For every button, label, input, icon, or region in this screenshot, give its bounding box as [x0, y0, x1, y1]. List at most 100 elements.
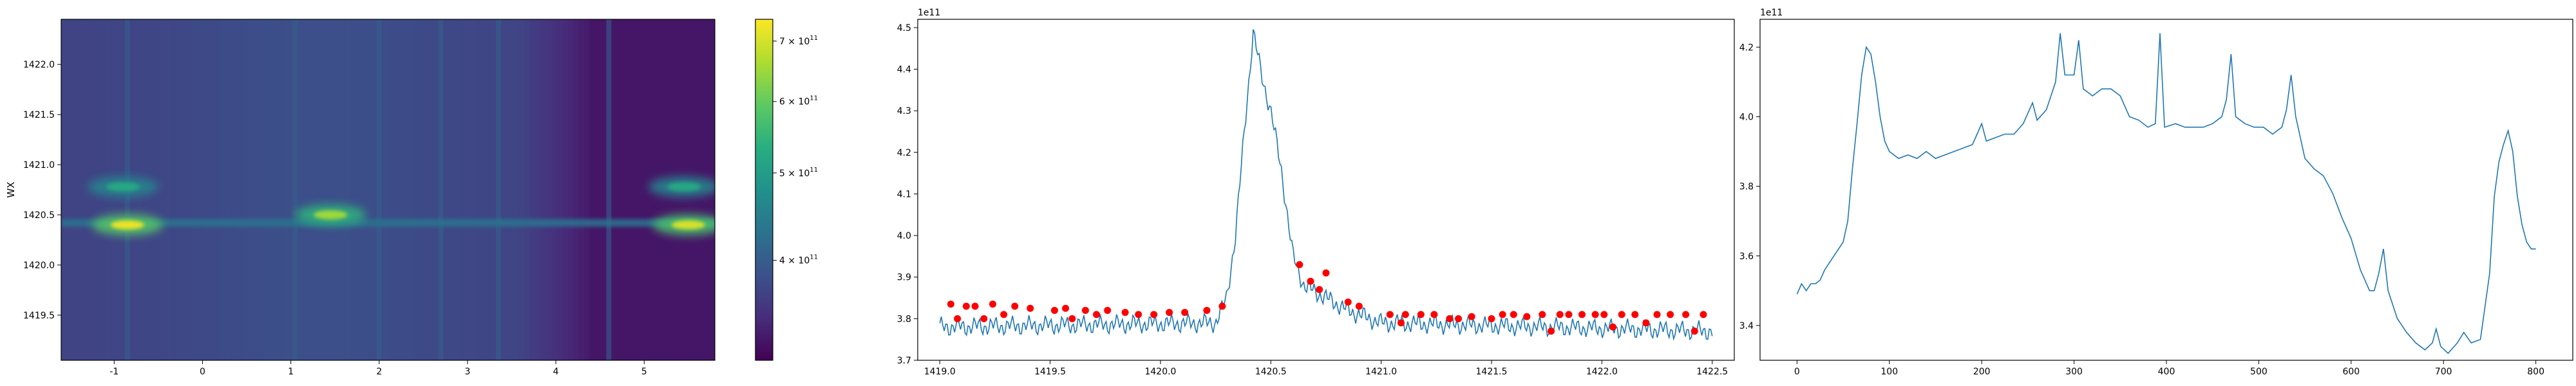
heatmap-column: [230, 19, 236, 360]
heatmap-column: [562, 19, 569, 360]
heatmap-y-tick-label: 1420.5: [23, 210, 55, 221]
peak-marker: [1642, 319, 1650, 327]
heatmap-column: [208, 19, 214, 360]
heatmap-column: [279, 19, 285, 360]
heatmap-column: [589, 19, 596, 360]
heatmap-x-tick-label: 3: [464, 367, 470, 377]
heatmap-column: [268, 19, 274, 360]
peak-marker: [1150, 311, 1158, 318]
heatmap-x-axis: -1 0 1 2 3 4 5: [109, 360, 647, 377]
profile-y-tick-label: 3.8: [1739, 182, 1754, 192]
heatmap-column: [480, 19, 487, 360]
peak-marker: [1050, 306, 1058, 314]
heatmap-column: [170, 19, 176, 360]
heatmap-column: [71, 19, 79, 360]
colorbar-ticks: 4 × 1011 5 × 1011 6 × 1011 7 × 1011: [773, 35, 818, 266]
peak-marker: [1591, 311, 1599, 318]
heatmap-column: [241, 19, 247, 360]
profile-x-tick-label: 100: [1880, 367, 1898, 377]
heatmap-column: [545, 19, 553, 360]
colorbar-tick-label: 4 × 1011: [779, 254, 818, 266]
heatmap-frame: [61, 19, 715, 361]
heatmap-column: [246, 19, 253, 360]
peak-marker: [1556, 311, 1564, 318]
colorbar-tick-label: 6 × 1011: [779, 95, 818, 107]
peak-marker: [980, 315, 988, 322]
spectrum-y-tick-label: 4.3: [897, 106, 911, 116]
heatmap-y-axis: 1419.5 1420.0 1420.5 1421.0 1421.5 1422.0: [23, 60, 61, 321]
peak-marker: [1523, 313, 1531, 320]
heatmap-column: [551, 19, 558, 360]
heatmap-column: [323, 19, 329, 360]
heatmap-column: [273, 19, 280, 360]
heatmap-stripe: [292, 19, 298, 360]
heatmap-stripe: [606, 19, 612, 360]
heatmap-column: [518, 19, 525, 360]
peak-marker: [1093, 311, 1101, 318]
heatmap-column: [295, 19, 302, 360]
heatmap-stripe: [376, 19, 382, 360]
peak-marker: [1653, 311, 1661, 318]
heatmap-column: [524, 19, 531, 360]
heatmap-column: [219, 19, 225, 360]
spectrum-y-axis: 3.7 3.8 3.9 4.0 4.1 4.2 4.3 4.4 4.5: [897, 23, 918, 366]
peak-marker: [1062, 304, 1070, 312]
heatmap-column: [262, 19, 269, 360]
spectrum-y-tick-label: 4.0: [897, 231, 911, 241]
peak-marker: [1631, 311, 1639, 318]
heatmap-column: [529, 19, 536, 360]
heatmap-column: [252, 19, 258, 360]
peak-marker: [1446, 315, 1454, 322]
peak-marker: [1104, 306, 1112, 314]
heatmap-column: [507, 19, 515, 360]
heatmap-column: [616, 19, 623, 360]
peak-markers: [947, 261, 1707, 335]
spectrum-x-tick-label: 1422.0: [1586, 367, 1618, 377]
heatmap-column: [61, 19, 68, 360]
spectrum-x-tick-label: 1421.5: [1476, 367, 1508, 377]
heatmap-column: [540, 19, 547, 360]
profile-line: [1796, 33, 2536, 354]
heatmap-column: [464, 19, 471, 360]
peak-marker: [954, 315, 961, 322]
heatmap-column: [344, 19, 351, 360]
peak-marker: [1468, 313, 1475, 320]
heatmap-column: [192, 19, 198, 360]
heatmap-column: [513, 19, 520, 360]
heatmap-x-tick-label: -1: [109, 367, 118, 377]
heatmap-column: [399, 19, 405, 360]
spectrum-y-tick-label: 4.5: [897, 23, 911, 33]
heatmap-column: [584, 19, 591, 360]
heatmap-y-tick-label: 1422.0: [23, 60, 55, 70]
peak-marker: [1690, 327, 1698, 335]
heatmap-hotspot: [671, 220, 705, 230]
profile-x-tick-label: 400: [2158, 367, 2175, 377]
peak-marker: [1488, 315, 1495, 322]
peak-marker: [1000, 311, 1008, 318]
spectrum-y-tick-label: 4.4: [897, 65, 911, 75]
heatmap-column: [197, 19, 204, 360]
heatmap-column: [333, 19, 340, 360]
heatmap-x-tick-label: 2: [376, 367, 382, 377]
heatmap-column: [328, 19, 334, 360]
peak-marker: [1166, 309, 1173, 317]
heatmap-x-tick-label: 0: [200, 367, 205, 377]
peak-marker: [1322, 269, 1330, 277]
peak-marker: [1011, 302, 1019, 310]
heatmap-column: [567, 19, 574, 360]
profile-panel: 0 100 200 300 400 500 600 700 800 3.4 3.6 3.8 4.0 4.…: [1739, 8, 2573, 377]
heatmap-column: [469, 19, 476, 360]
heatmap-column: [339, 19, 345, 360]
colorbar-tick-label: 7 × 1011: [779, 35, 818, 47]
heatmap-image: [61, 19, 715, 360]
spectrum-x-tick-label: 1422.5: [1696, 367, 1728, 377]
profile-y-tick-label: 3.4: [1739, 321, 1754, 331]
heatmap-column: [573, 19, 580, 360]
heatmap-stripe: [495, 19, 501, 360]
peak-marker: [1344, 299, 1352, 306]
heatmap-column: [578, 19, 585, 360]
peak-marker: [1386, 311, 1394, 318]
heatmap-column: [361, 19, 367, 360]
colorbar: 4 × 1011 5 × 1011 6 × 1011 7 × 1011: [755, 19, 818, 361]
heatmap-column: [502, 19, 509, 360]
